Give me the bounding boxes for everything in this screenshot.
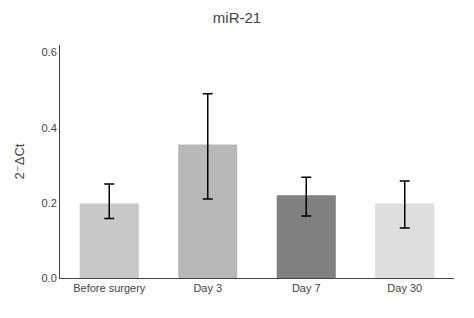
svg-text:Day 7: Day 7 [292,282,321,294]
svg-text:0.4: 0.4 [42,122,57,134]
svg-text:0.0: 0.0 [42,272,57,284]
svg-text:Day 30: Day 30 [387,282,422,294]
svg-text:Day 3: Day 3 [193,282,222,294]
svg-text:2⁻ΔCt: 2⁻ΔCt [12,143,27,179]
svg-text:0.2: 0.2 [42,197,57,209]
svg-text:Before surgery: Before surgery [73,282,146,294]
svg-text:0.6: 0.6 [42,46,57,58]
svg-text:miR-21: miR-21 [213,9,261,26]
